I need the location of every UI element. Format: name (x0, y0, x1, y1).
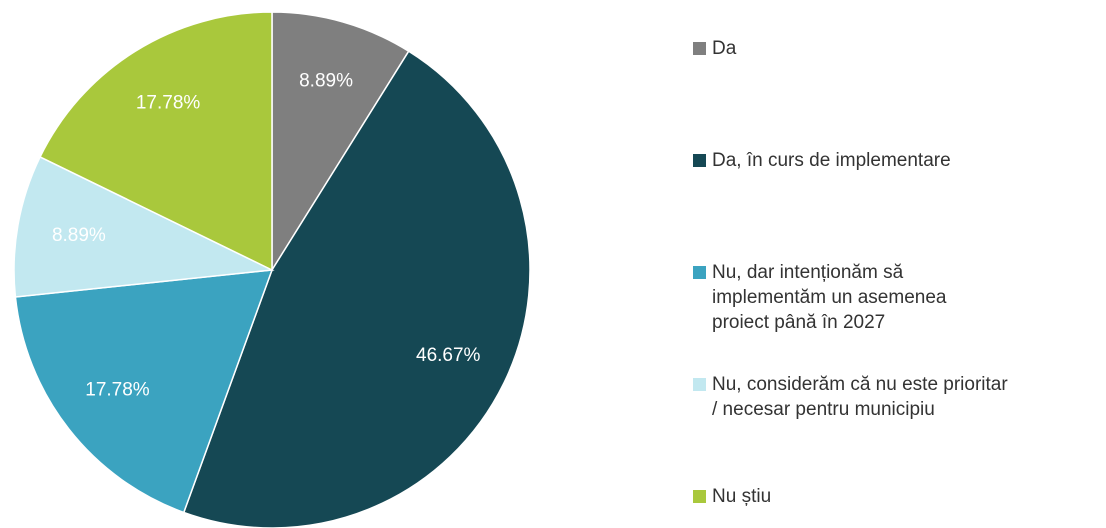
pie-slice (14, 269, 274, 514)
data-label: 17.78% (136, 93, 201, 114)
legend-item: Nu, considerăm că nu este prioritar / ne… (693, 372, 1008, 422)
legend-swatch (693, 490, 706, 503)
data-label: 8.89% (299, 71, 353, 92)
legend-item: Da (693, 36, 736, 61)
legend-label: Nu, dar intenționăm să implementăm un as… (712, 262, 947, 333)
data-label: 8.89% (52, 225, 106, 246)
pie-slice (39, 11, 273, 272)
data-label: 17.78% (85, 380, 150, 401)
legend-item: Da, în curs de implementare (693, 148, 951, 173)
legend-item: Nu știu (693, 484, 771, 509)
legend-label: Nu știu (712, 486, 772, 507)
data-label: 46.67% (416, 345, 481, 366)
pie-slice (271, 11, 410, 273)
legend-swatch (693, 154, 706, 167)
legend-label: Nu, considerăm că nu este prioritar / ne… (712, 374, 1008, 420)
legend-item: Nu, dar intenționăm să implementăm un as… (693, 260, 946, 335)
legend-swatch (693, 266, 706, 279)
legend-swatch (693, 42, 706, 55)
pie-slice (13, 155, 275, 298)
legend-swatch (693, 378, 706, 391)
legend-label: Da (712, 38, 737, 59)
pie-slice (182, 50, 531, 528)
legend-label: Da, în curs de implementare (712, 150, 951, 171)
chart: 8.89% 46.67% 17.78% 8.89% 17.78% (13, 11, 531, 528)
